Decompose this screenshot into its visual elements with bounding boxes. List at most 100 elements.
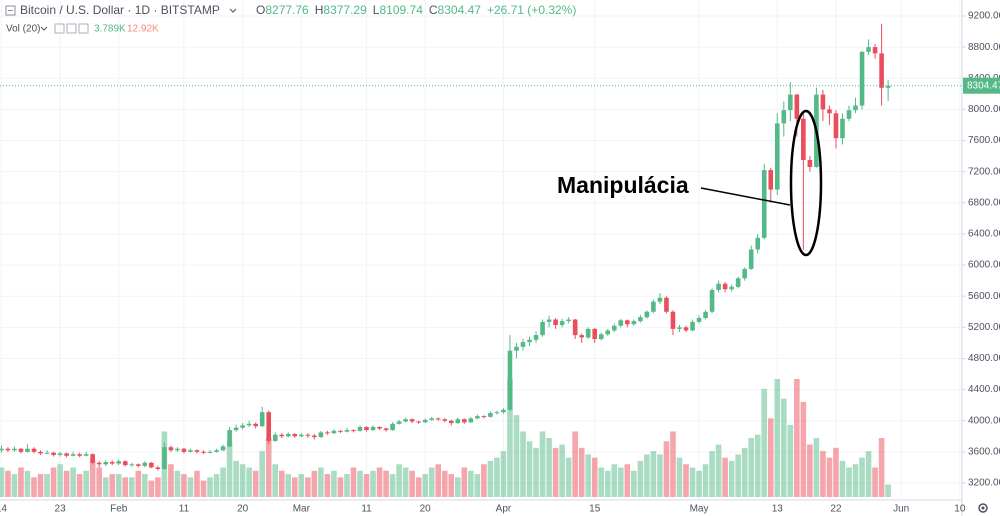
y-tick-label: 6400.00 [968, 229, 1000, 240]
candle-body [494, 412, 500, 414]
candle-body [422, 419, 428, 423]
volume-bar [220, 467, 226, 497]
candle-body [331, 430, 337, 434]
candle-body [142, 462, 148, 466]
candle-body [338, 430, 343, 432]
candle-body [312, 435, 317, 438]
volume-bar [559, 444, 565, 497]
volume-bar [200, 480, 207, 497]
change-value: +26.71 (+0.32%) [487, 3, 576, 17]
volume-bar [631, 470, 637, 497]
volume-bar [794, 379, 800, 497]
x-tick-label: 22 [830, 504, 842, 515]
volume-bar [728, 460, 735, 497]
y-tick-label: 5200.00 [968, 322, 1000, 333]
volume-bar [233, 460, 239, 497]
candle-body [572, 319, 578, 336]
candle-body [448, 420, 454, 424]
volume-bar [428, 467, 435, 497]
candle-body [305, 434, 311, 436]
y-tick-label: 8800.00 [968, 42, 1000, 53]
candle-body [533, 335, 539, 340]
volume-bar [604, 470, 611, 497]
ohlc-value: 8377.29 [323, 3, 367, 17]
settings-icon[interactable] [978, 503, 988, 513]
volume-bar [781, 398, 787, 497]
volume-bar [481, 464, 487, 497]
candle-body [5, 448, 11, 451]
volume-bar [252, 470, 259, 497]
chevron[interactable] [40, 26, 48, 31]
x-tick-label: 20 [237, 504, 249, 515]
volume-bar [552, 447, 559, 497]
volume-bar [265, 438, 272, 497]
volume-bar [194, 470, 200, 497]
volume-bar [852, 464, 859, 497]
candle-body [481, 416, 487, 418]
candle-body [57, 453, 63, 455]
icon[interactable] [66, 23, 77, 34]
volume-bar [533, 447, 539, 497]
candle-body [598, 334, 604, 340]
volume-bar [31, 477, 37, 497]
volume-bar [546, 438, 552, 497]
candle-body [292, 433, 298, 437]
x-tick-label: Apr [496, 504, 512, 515]
volume-bar [741, 447, 748, 497]
symbol-title[interactable]: Bitcoin / U.S. Dollar · 1D · BITSTAMP [20, 3, 220, 17]
y-tick-label: 6000.00 [968, 260, 1000, 271]
y-tick-label: 9200.00 [968, 11, 1000, 22]
candle-body [748, 249, 754, 269]
candle-body [364, 426, 369, 431]
volume-bar [155, 477, 161, 497]
volume-bar [774, 379, 781, 497]
chevron[interactable] [229, 8, 237, 13]
volume-bar [370, 470, 376, 497]
candle-body [122, 461, 128, 466]
candle-body [116, 461, 122, 464]
volume-bar [50, 467, 57, 497]
y-tick-label: 3200.00 [968, 478, 1000, 489]
candle-body [696, 317, 702, 322]
ohlc-value: 8304.47 [438, 3, 482, 17]
candle-body [879, 53, 884, 88]
volume-bar [761, 388, 768, 497]
x-tick-label: Mar [293, 504, 311, 515]
candle-body [794, 94, 800, 119]
candle-body [585, 328, 591, 338]
volume-bar [292, 477, 298, 497]
volume-bar [709, 451, 715, 497]
volume-bar [865, 451, 872, 497]
candle-body [527, 339, 532, 343]
candle-body [383, 428, 389, 431]
candle-body [31, 448, 37, 452]
candle-body [664, 297, 669, 312]
collapse-icon[interactable] [5, 5, 16, 16]
candle-body [162, 447, 167, 469]
candle-body [51, 452, 56, 455]
volume-bar [18, 467, 24, 497]
candle-body [631, 321, 637, 325]
volume-bar [624, 464, 631, 497]
volume-bar [565, 457, 572, 497]
volume-bar [24, 470, 31, 497]
grid [0, 0, 962, 500]
icon[interactable] [54, 23, 65, 34]
ohlc-prefix: H [315, 3, 324, 17]
candle-body [12, 448, 17, 451]
icon[interactable] [78, 23, 89, 34]
x-tick-label: 20 [420, 504, 432, 515]
volume-bar [833, 447, 839, 497]
candle-body [638, 317, 643, 322]
volume-bar [885, 484, 891, 497]
volume-bar [787, 424, 794, 497]
candle-body [553, 319, 558, 325]
volume-bar [618, 467, 624, 497]
candle-body [807, 159, 813, 167]
candle-body [462, 419, 467, 423]
volume-bar [637, 460, 644, 497]
ohlc-value: 8109.74 [379, 3, 423, 17]
volume-bar [585, 454, 591, 497]
candle-body [774, 123, 780, 190]
